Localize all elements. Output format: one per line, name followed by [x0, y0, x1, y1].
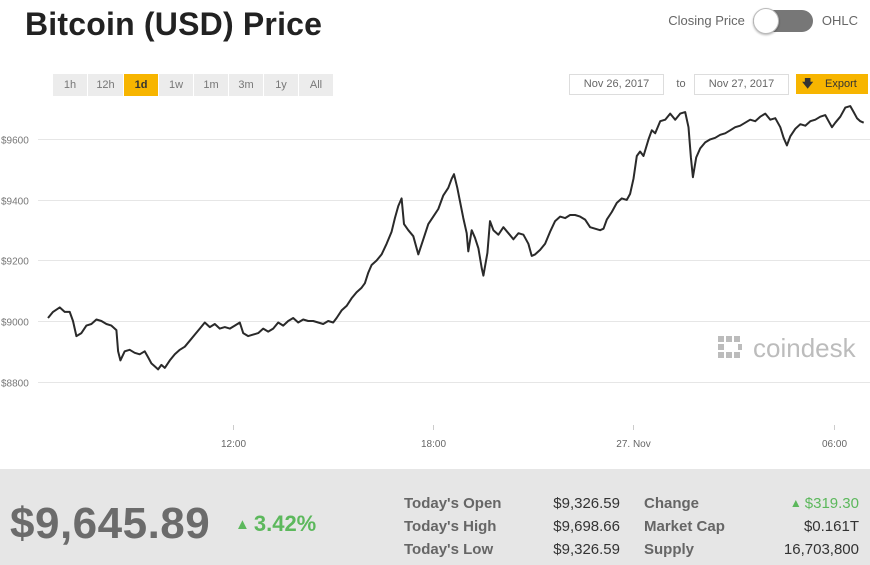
market-cap-label: Market Cap [644, 518, 725, 535]
market-cap-value: $0.161T [803, 518, 859, 535]
change-amount: $319.30 [804, 495, 859, 512]
change-up-triangle-icon: ▲ [789, 496, 802, 510]
range-button-all[interactable]: All [299, 74, 333, 96]
y-tick-label: $8800 [1, 379, 29, 390]
range-button-12h[interactable]: 12h [88, 74, 123, 96]
export-label: Export [825, 78, 857, 90]
toggle-knob [752, 8, 779, 34]
y-tick-label: $9000 [1, 318, 29, 329]
range-button-1d[interactable]: 1d [124, 74, 158, 96]
y-tick-label: $9600 [1, 136, 29, 147]
range-button-3m[interactable]: 3m [229, 74, 263, 96]
page-title: Bitcoin (USD) Price [25, 6, 323, 42]
todays-low-value: $9,326.59 [553, 541, 620, 558]
range-button-1m[interactable]: 1m [194, 74, 228, 96]
date-to-label: to [676, 78, 686, 90]
range-button-1y[interactable]: 1y [264, 74, 298, 96]
export-button[interactable]: 🡇 Export [796, 74, 868, 94]
ohlc-label: OHLC [821, 13, 858, 28]
x-tick-label: 12:00 [221, 439, 246, 450]
price-mode-toggle[interactable] [752, 8, 813, 34]
x-axis-ticks: 12:00 18:00 27. Nov 06:00 [221, 425, 847, 450]
supply-value: 16,703,800 [783, 541, 859, 558]
x-tick-label: 06:00 [822, 439, 847, 450]
y-tick-label: $9200 [1, 257, 29, 268]
date-from-field[interactable]: Nov 26, 2017 [569, 74, 664, 95]
todays-high-value: $9,698.66 [553, 518, 620, 535]
todays-high-label: Today's High [404, 518, 497, 535]
price-mode-toggle-group: Closing Price OHLC [668, 8, 858, 34]
todays-open-label: Today's Open [404, 495, 502, 512]
closing-price-label: Closing Price [668, 13, 745, 28]
chart-grid [38, 139, 870, 383]
range-button-1h[interactable]: 1h [53, 74, 87, 96]
watermark-text: coindesk [753, 333, 857, 363]
change-percent-value: 3.42% [253, 511, 317, 536]
download-arrow-icon: 🡇 [802, 78, 814, 90]
up-triangle-icon: ▲ [235, 516, 250, 533]
range-button-1w[interactable]: 1w [159, 74, 193, 96]
current-price: $9,645.89 [10, 499, 211, 548]
y-axis-ticks: $8800 $9000 $9200 $9400 $9600 [1, 136, 29, 390]
price-chart: $8800 $9000 $9200 $9400 $9600 12:00 18:00 27. … [1, 105, 870, 450]
price-change-percent: ▲ 3.42% [235, 511, 316, 537]
x-tick-label: 27. Nov [616, 439, 650, 450]
change-value: ▲ $319.30 [790, 495, 859, 512]
date-to-field[interactable]: Nov 27, 2017 [694, 74, 789, 95]
change-label: Change [644, 495, 700, 512]
todays-low-label: Today's Low [404, 541, 494, 558]
price-series-line [47, 105, 865, 371]
coindesk-logo-icon [718, 336, 742, 358]
stats-footer: $9,645.89 ▲ 3.42% Today's Open $9,326.59 … [0, 469, 870, 565]
todays-open-value: $9,326.59 [553, 495, 620, 512]
y-tick-label: $9400 [1, 197, 29, 208]
supply-label: Supply [644, 541, 695, 558]
x-tick-label: 18:00 [421, 439, 446, 450]
time-range-selector: 1h 12h 1d 1w 1m 3m 1y All [53, 74, 334, 96]
coindesk-watermark: coindesk [718, 333, 857, 363]
